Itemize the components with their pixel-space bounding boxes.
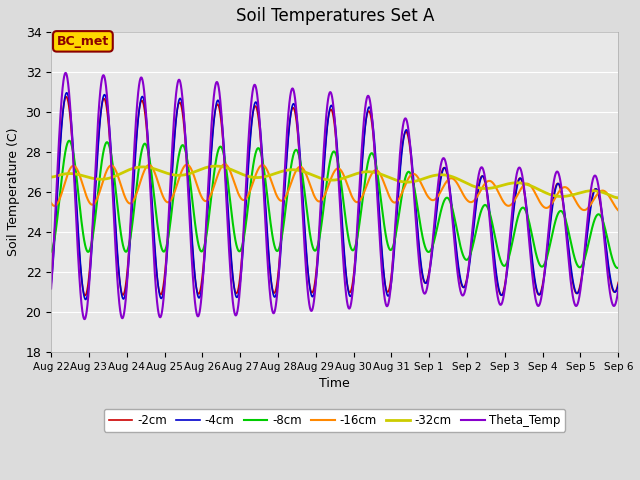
-16cm — [47, 200, 55, 206]
Theta_Temp — [286, 97, 294, 103]
Theta_Temp — [81, 316, 88, 322]
-2cm — [47, 274, 55, 280]
Theta_Temp — [47, 286, 55, 291]
-2cm — [291, 107, 298, 112]
-8cm — [317, 227, 324, 233]
Line: -4cm: -4cm — [51, 93, 618, 300]
-2cm — [286, 120, 294, 125]
-32cm — [614, 195, 622, 201]
-4cm — [317, 215, 324, 221]
-16cm — [460, 192, 467, 197]
-32cm — [212, 163, 220, 169]
-32cm — [285, 167, 293, 173]
-32cm — [290, 167, 298, 173]
-4cm — [47, 282, 55, 288]
-2cm — [317, 207, 324, 213]
-16cm — [290, 172, 298, 178]
Theta_Temp — [460, 292, 467, 298]
-2cm — [460, 285, 467, 290]
-8cm — [47, 249, 55, 254]
Theta_Temp — [291, 90, 298, 96]
-8cm — [614, 265, 621, 271]
Y-axis label: Soil Temperature (C): Soil Temperature (C) — [7, 128, 20, 256]
-32cm — [47, 174, 55, 180]
Line: -16cm: -16cm — [51, 164, 618, 210]
-8cm — [65, 138, 73, 144]
Theta_Temp — [597, 204, 605, 210]
-8cm — [597, 214, 605, 219]
Legend: -2cm, -4cm, -8cm, -16cm, -32cm, Theta_Temp: -2cm, -4cm, -8cm, -16cm, -32cm, Theta_Te… — [104, 409, 566, 432]
-16cm — [614, 207, 622, 213]
-2cm — [569, 280, 577, 286]
Line: Theta_Temp: Theta_Temp — [51, 73, 618, 319]
Line: -32cm: -32cm — [51, 166, 618, 198]
Text: BC_met: BC_met — [57, 35, 109, 48]
Line: -2cm: -2cm — [51, 97, 618, 296]
-4cm — [614, 282, 622, 288]
-4cm — [63, 90, 70, 96]
-4cm — [286, 120, 294, 126]
-32cm — [460, 179, 467, 184]
Theta_Temp — [61, 70, 69, 76]
Line: -8cm: -8cm — [51, 141, 618, 268]
-8cm — [290, 150, 298, 156]
-16cm — [597, 188, 605, 194]
-32cm — [317, 175, 324, 181]
Title: Soil Temperatures Set A: Soil Temperatures Set A — [236, 7, 434, 25]
Theta_Temp — [614, 287, 622, 293]
Theta_Temp — [569, 294, 577, 300]
-4cm — [460, 285, 467, 290]
-4cm — [597, 204, 605, 210]
X-axis label: Time: Time — [319, 377, 350, 390]
-4cm — [291, 101, 298, 107]
-2cm — [63, 94, 70, 100]
-4cm — [569, 277, 577, 283]
-8cm — [285, 174, 293, 180]
-32cm — [569, 192, 577, 198]
-4cm — [82, 297, 90, 302]
-32cm — [597, 189, 605, 195]
-2cm — [614, 279, 622, 285]
-8cm — [614, 265, 622, 271]
-16cm — [569, 193, 577, 199]
-16cm — [285, 184, 293, 190]
-8cm — [460, 253, 467, 259]
-16cm — [221, 161, 228, 167]
Theta_Temp — [317, 198, 324, 204]
-16cm — [317, 198, 324, 204]
-2cm — [81, 293, 89, 299]
-8cm — [569, 248, 577, 253]
-2cm — [597, 207, 605, 213]
